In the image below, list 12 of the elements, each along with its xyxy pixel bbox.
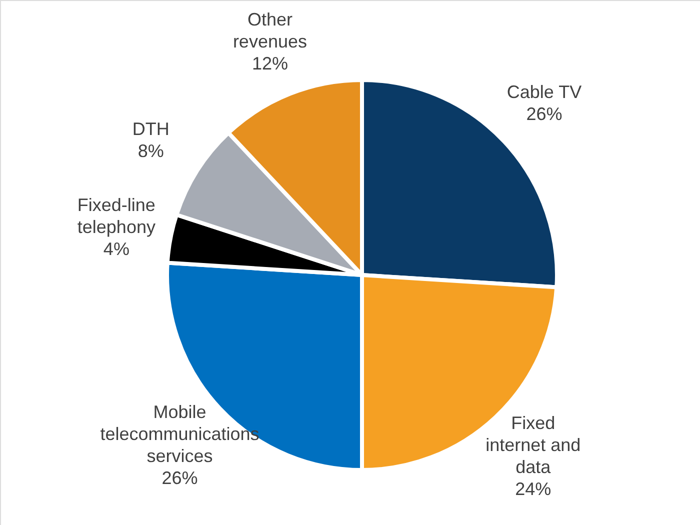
slice-label: Other revenues [232, 10, 307, 52]
slice-label: Mobile telecommunications services [100, 402, 260, 466]
data-label: 26% [162, 468, 198, 488]
data-label: 24% [515, 479, 552, 500]
data-label: 8% [138, 141, 164, 162]
data-label: 26% [526, 104, 562, 124]
data-label: 4% [103, 239, 130, 260]
slice-label: Fixed-line telephony [77, 195, 156, 238]
slice-label: DTH [132, 119, 170, 140]
slice-label: Fixed internet and data [486, 413, 581, 478]
slice-label: Cable TV [506, 82, 582, 102]
data-label: 12% [252, 54, 288, 74]
